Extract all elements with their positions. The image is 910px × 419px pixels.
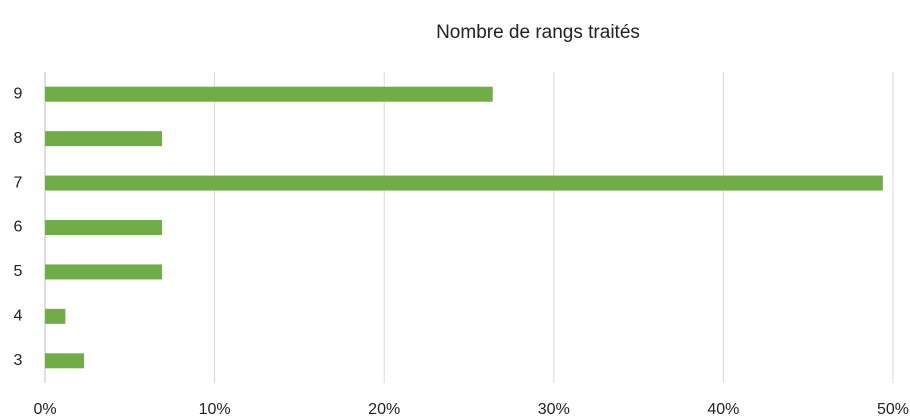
bar xyxy=(45,86,493,102)
y-tick-label: 8 xyxy=(14,130,23,147)
y-tick-label: 4 xyxy=(14,308,23,325)
bar xyxy=(45,308,66,324)
bar xyxy=(45,175,883,191)
x-tick-label: 40% xyxy=(707,401,739,418)
y-tick-label: 6 xyxy=(14,219,23,236)
y-tick-label: 5 xyxy=(14,263,23,280)
x-tick-label: 0% xyxy=(33,401,56,418)
x-tick-label: 30% xyxy=(538,401,570,418)
bar xyxy=(45,264,163,280)
x-tick-label: 20% xyxy=(368,401,400,418)
y-tick-label: 7 xyxy=(14,174,23,191)
bar xyxy=(45,353,85,369)
y-tick-label: 9 xyxy=(14,85,23,102)
y-tick-label: 3 xyxy=(14,352,23,369)
bar xyxy=(45,131,163,147)
bar xyxy=(45,220,163,235)
x-tick-label: 50% xyxy=(877,401,909,418)
chart-title: Nombre de rangs traités xyxy=(436,22,640,43)
x-tick-label: 10% xyxy=(199,401,231,418)
